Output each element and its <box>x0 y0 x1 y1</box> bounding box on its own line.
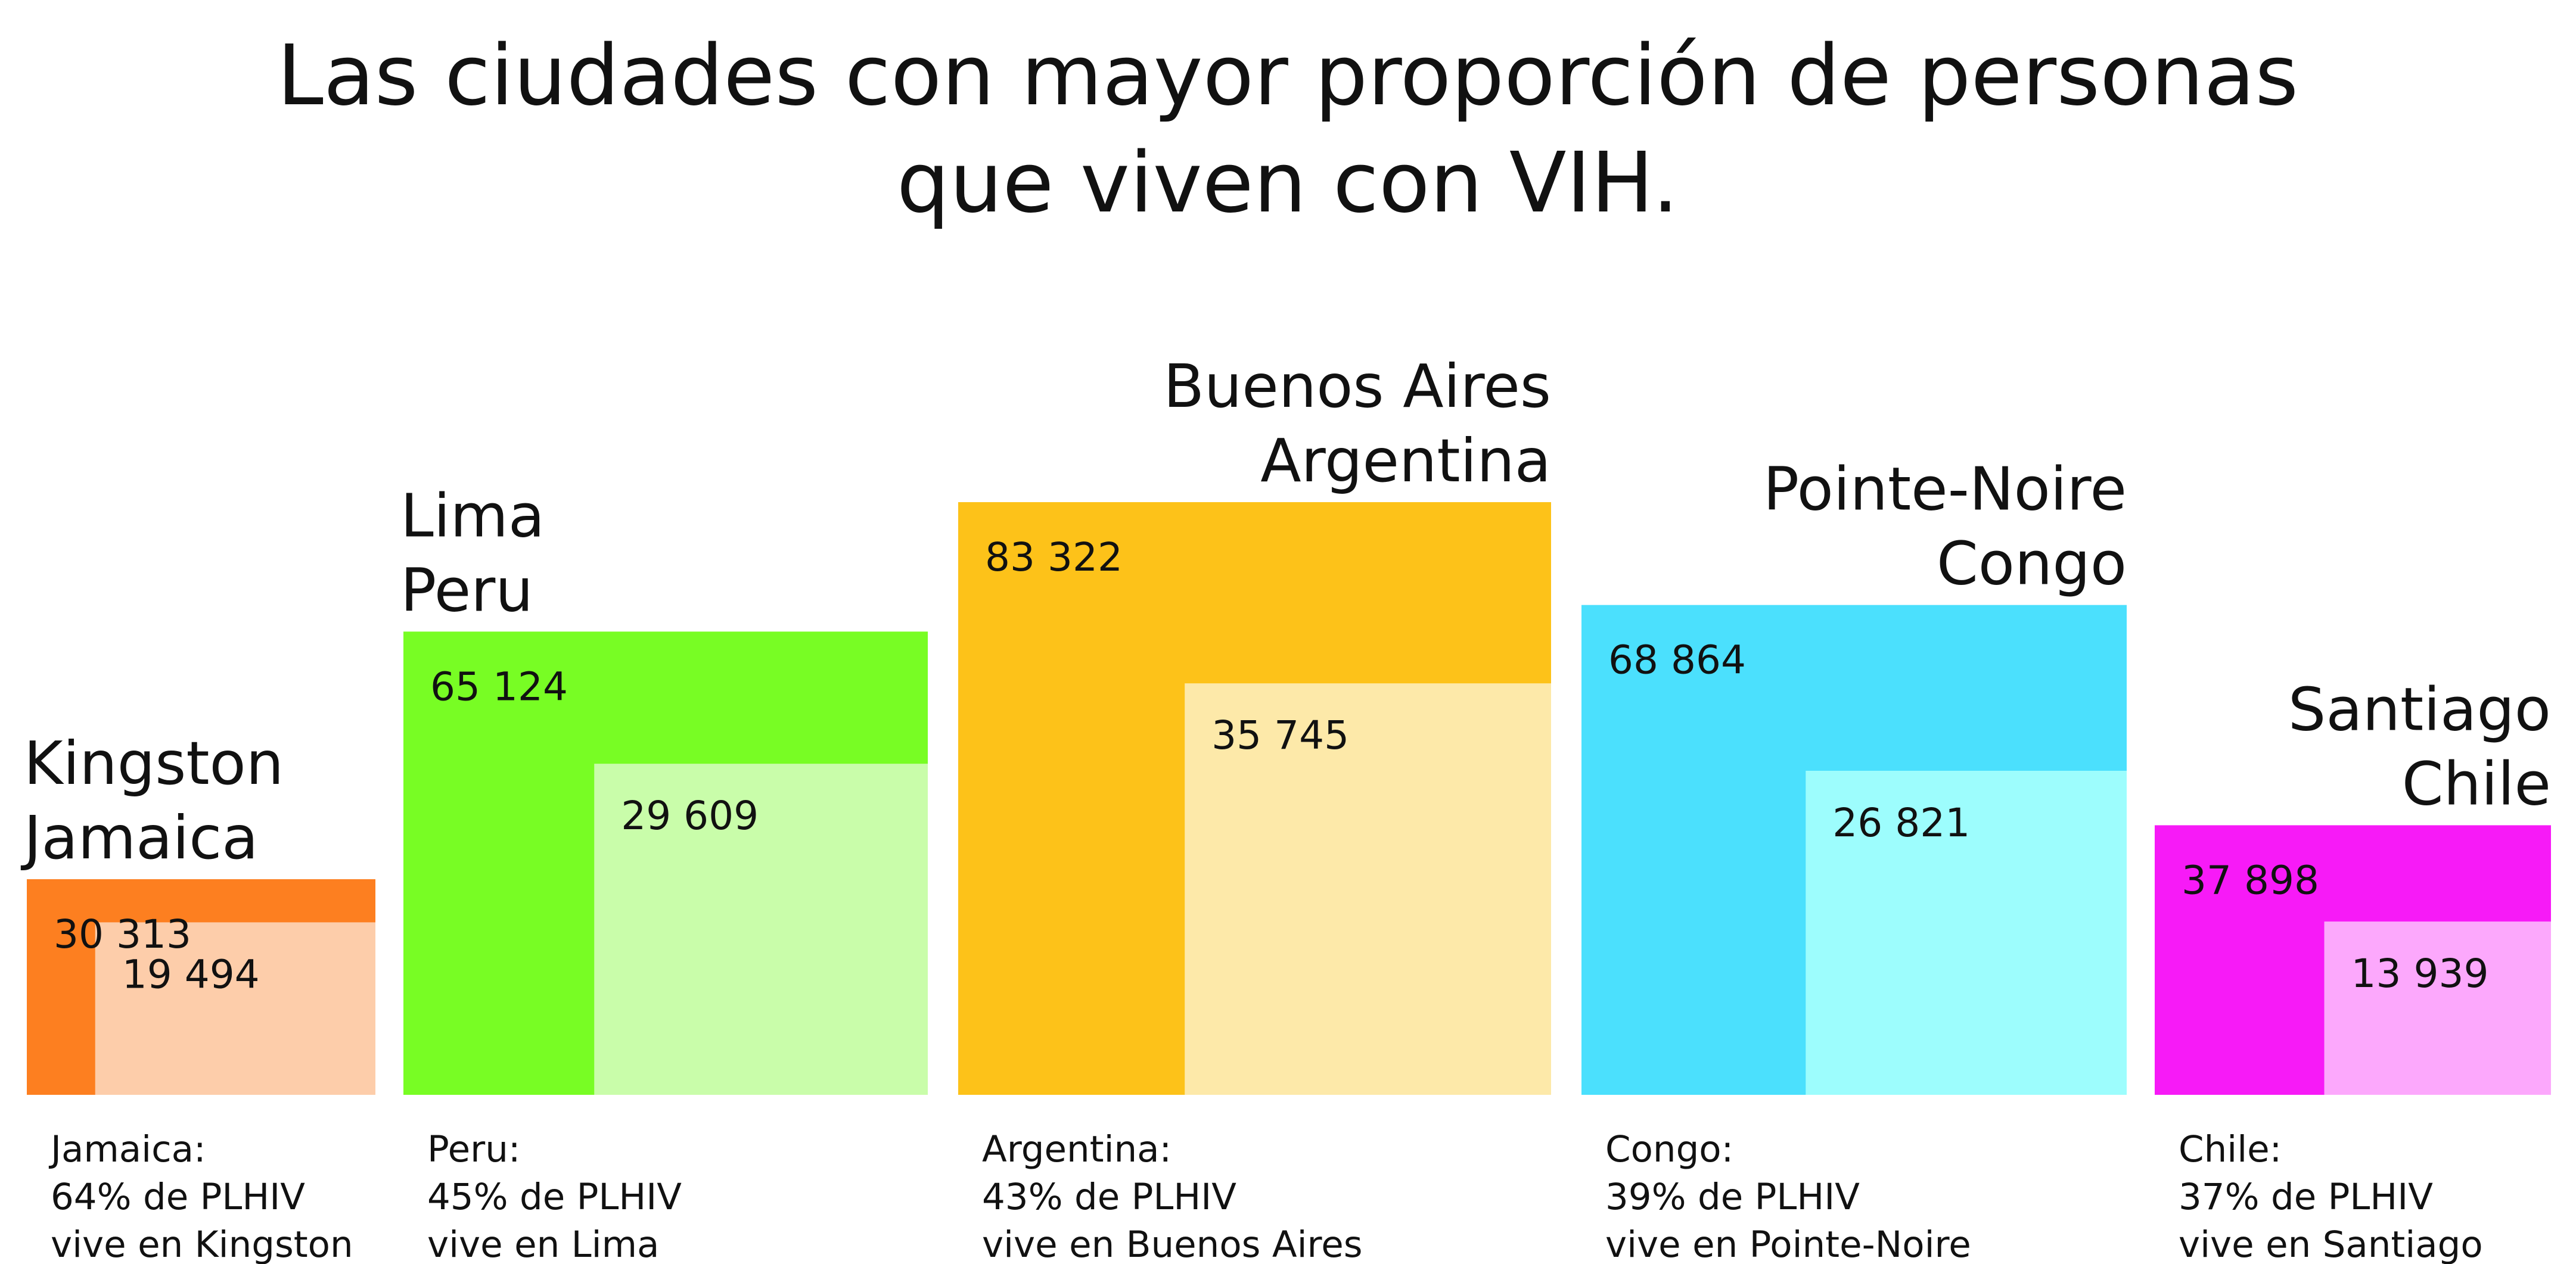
inner-bar <box>95 922 376 1095</box>
city-label-line: Peru <box>400 555 533 625</box>
city-note-line: Argentina: <box>982 1128 1172 1170</box>
city-note-line: Chile: <box>2179 1128 2282 1170</box>
city-note-line: 45% de PLHIV <box>427 1176 682 1218</box>
city-note-line: vive en Lima <box>427 1223 659 1264</box>
inner-value-label: 19 494 <box>122 951 260 997</box>
chart-title-line-2: que viven con VIH. <box>897 135 1679 232</box>
city-label-line: Santiago <box>2288 674 2551 744</box>
city-note-line: 37% de PLHIV <box>2179 1176 2433 1218</box>
city-label-line: Argentina <box>1260 426 1551 496</box>
city-label-line: Chile <box>2402 749 2551 818</box>
inner-value-label: 26 821 <box>1832 800 1970 846</box>
city-label-line: Lima <box>400 481 545 550</box>
city-note-line: vive en Buenos Aires <box>982 1223 1363 1264</box>
inner-bar <box>2324 921 2551 1095</box>
inner-value-label: 35 745 <box>1211 712 1349 758</box>
chart-title: Las ciudades con mayor proporción de per… <box>277 27 2298 232</box>
chart-title-line-1: Las ciudades con mayor proporción de per… <box>277 27 2298 124</box>
outer-value-label: 30 313 <box>54 911 191 957</box>
city-label-line: Kingston <box>24 728 284 798</box>
city-note-line: Jamaica: <box>48 1128 206 1170</box>
outer-value-label: 37 898 <box>2182 857 2319 903</box>
city-label-line: Congo <box>1937 529 2127 599</box>
city-note-line: vive en Kingston <box>51 1223 353 1264</box>
city-label-line: Jamaica <box>20 803 259 873</box>
inner-bar <box>1185 683 1551 1095</box>
city-note-line: 39% de PLHIV <box>1605 1176 1860 1218</box>
city-note-line: vive en Santiago <box>2179 1223 2483 1264</box>
inner-bar <box>1806 770 2127 1095</box>
outer-value-label: 68 864 <box>1608 637 1746 683</box>
city-note-line: Peru: <box>427 1128 520 1170</box>
inner-value-label: 29 609 <box>621 793 759 839</box>
city-note-line: 64% de PLHIV <box>51 1176 305 1218</box>
city-label-line: Buenos Aires <box>1163 351 1551 421</box>
inner-value-label: 13 939 <box>2351 951 2489 997</box>
city-note-line: Congo: <box>1605 1128 1733 1170</box>
outer-value-label: 65 124 <box>430 664 568 709</box>
outer-value-label: 83 322 <box>985 534 1123 580</box>
city-note-line: 43% de PLHIV <box>982 1176 1236 1218</box>
city-note-line: vive en Pointe-Noire <box>1605 1223 1971 1264</box>
inner-bar <box>594 764 928 1095</box>
city-label-line: Pointe-Noire <box>1763 454 2127 524</box>
